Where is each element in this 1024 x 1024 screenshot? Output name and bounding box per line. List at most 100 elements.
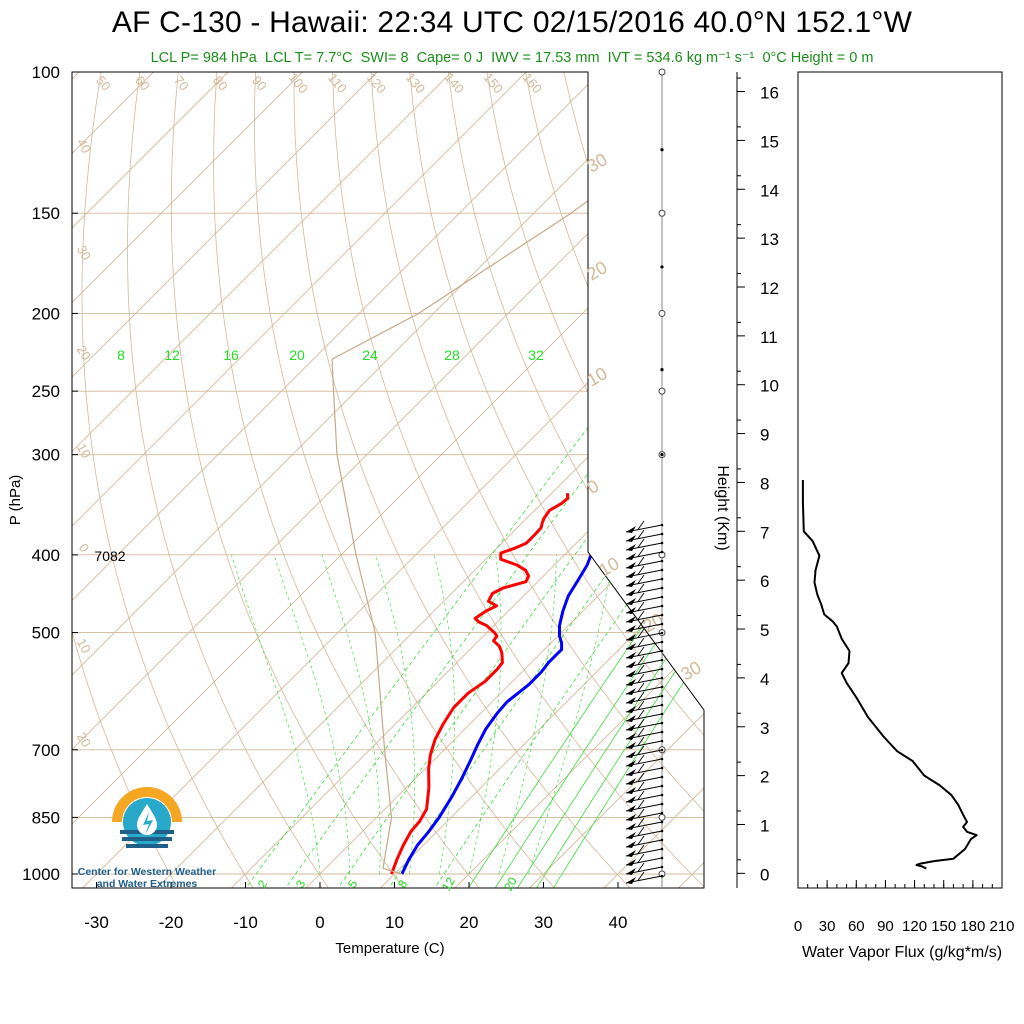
isotherm-label: 20 — [74, 730, 94, 750]
wind-barb-flag — [626, 544, 636, 551]
isotherm-line — [228, 72, 704, 888]
wind-barb-flag — [626, 535, 636, 542]
height-tick-label: 16 — [760, 84, 779, 103]
wind-barb-flag — [626, 742, 636, 749]
wind-barb-flag — [626, 787, 636, 794]
wind-barb-flag — [626, 877, 636, 884]
x-tick-label: -30 — [84, 913, 109, 932]
isotherm-line — [72, 72, 303, 888]
isotherm-line — [72, 72, 601, 888]
wind-barb-flag — [626, 823, 636, 830]
wind-barb-feather — [637, 538, 645, 548]
wind-barb-flag — [626, 562, 636, 569]
height-tick-label: 10 — [760, 377, 779, 396]
wind-barb-feather — [637, 619, 645, 629]
dry-adiabat-label: 50 — [93, 73, 114, 94]
dry-adiabat — [640, 72, 704, 888]
wind-level-circle — [658, 209, 666, 217]
x-tick-label: 20 — [460, 913, 479, 932]
height-tick-label: 7 — [760, 523, 769, 542]
mixing-ratio-label: 12 — [439, 874, 458, 893]
wind-barb-feather — [637, 709, 645, 719]
y-tick-label: 700 — [32, 741, 60, 760]
wind-barb-flag — [626, 571, 636, 578]
wind-barb-flag — [626, 634, 636, 641]
moist-adiabat — [433, 554, 455, 875]
dry-adiabat — [370, 72, 704, 888]
isotherm-label: 30 — [583, 149, 610, 176]
wind-barb-feather — [637, 574, 645, 584]
wind-barb-flag — [626, 553, 636, 560]
dry-adiabat — [911, 72, 1024, 891]
dry-adiabat-label: 120 — [364, 70, 389, 96]
isotherm-line — [79, 72, 704, 888]
flux-tick-label: 60 — [848, 918, 865, 935]
x-tick-label: 40 — [609, 913, 628, 932]
mixing-ratio-label: 28 — [444, 347, 460, 363]
wind-barb-feather — [637, 601, 645, 611]
wind-barb-flag — [626, 625, 636, 632]
height-tick-label: 9 — [760, 426, 769, 445]
mixing-ratio-label: 24 — [362, 347, 378, 363]
mixing-ratio-label: 20 — [289, 347, 305, 363]
wind-barb-feather — [637, 853, 645, 863]
y-tick-label: 850 — [32, 808, 60, 827]
isotherm-label: 10 — [74, 636, 94, 656]
wind-barb-flag — [626, 643, 636, 650]
mixing-ratio-line — [493, 361, 704, 888]
wind-barb-flag — [626, 868, 636, 875]
wind-barb-feather — [637, 691, 645, 701]
isotherm-label: 10 — [583, 363, 610, 390]
dry-adiabat — [795, 72, 1024, 891]
wind-barb-feather — [637, 736, 645, 746]
dry-adiabat — [170, 72, 407, 888]
x-axis-label: Temperature (C) — [335, 940, 444, 957]
height-tick-label: 1 — [760, 816, 769, 835]
flux-tick-label: 210 — [989, 918, 1014, 935]
wind-barb-feather — [637, 646, 645, 656]
wind-barb-flag — [626, 751, 636, 758]
isotherm-label: 30 — [677, 657, 704, 684]
dry-adiabat-label: 70 — [171, 73, 192, 94]
wind-barb-feather — [637, 547, 645, 557]
dry-adiabat-label: 130 — [403, 70, 428, 96]
logo-text-line2: and Water Extremes — [96, 878, 198, 890]
mixing-ratio-label: 12 — [164, 347, 180, 363]
dry-adiabat-label: 140 — [442, 70, 467, 96]
wind-barb-feather — [637, 799, 645, 809]
mixing-ratio-line — [551, 361, 704, 888]
wind-barb-flag — [626, 652, 636, 659]
wind-barb-feather — [637, 592, 645, 602]
isotherm-line — [600, 72, 704, 888]
isotherm-line — [72, 72, 704, 888]
height-tick-label: 13 — [760, 230, 779, 249]
wind-barb-feather — [637, 772, 645, 782]
isotherm-label: 0 — [76, 541, 93, 555]
wind-barb-flag — [626, 688, 636, 695]
wind-level-circle — [658, 309, 666, 317]
isotherm-line — [72, 72, 676, 888]
wind-barb-feather — [637, 871, 645, 881]
wind-barb-feather — [637, 664, 645, 674]
y-tick-label: 400 — [32, 546, 60, 565]
wind-barb-feather — [637, 610, 645, 620]
flux-tick-label: 150 — [931, 918, 956, 935]
profile-frame — [797, 71, 1003, 889]
cw3e-logo: Center for Western Weather and Water Ext… — [70, 782, 224, 894]
height-tick-label: 6 — [760, 572, 769, 591]
moist-adiabat — [273, 554, 351, 875]
wind-barb-flag — [626, 679, 636, 686]
isotherm-label: 10 — [74, 441, 94, 461]
wind-level-dot — [660, 148, 664, 152]
wind-barb-flag — [626, 814, 636, 821]
mixing-ratio-line — [534, 361, 704, 888]
x-tick-label: 0 — [315, 913, 324, 932]
dry-adiabat — [409, 72, 704, 888]
dry-adiabat-label: 110 — [325, 70, 350, 96]
height-tick-label: 0 — [760, 865, 769, 884]
y-tick-label: 250 — [32, 382, 60, 401]
height-tick-label: 11 — [760, 328, 778, 347]
height-tick-label: 14 — [760, 181, 779, 200]
dry-adiabat-label: 90 — [249, 73, 270, 94]
